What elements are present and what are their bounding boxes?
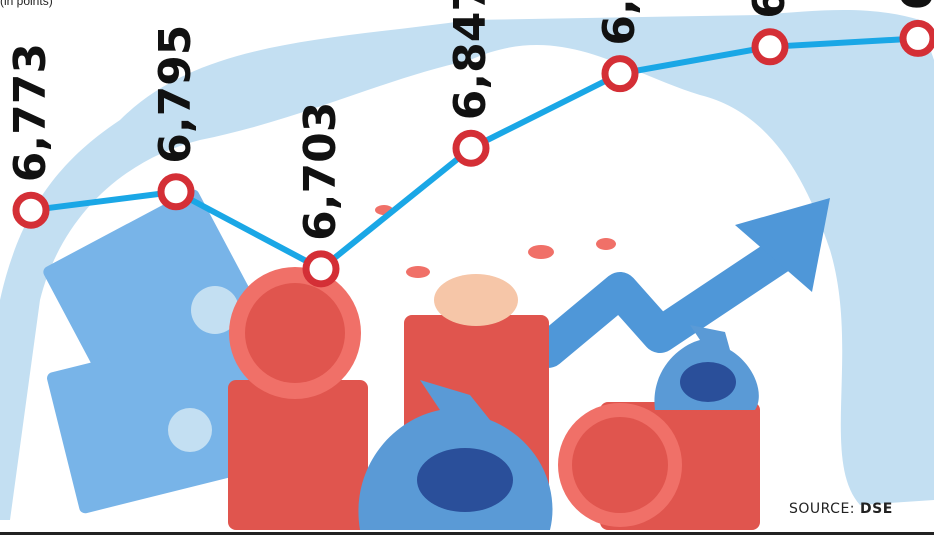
source-name: DSE: [859, 501, 893, 517]
data-point-marker: [157, 173, 195, 211]
source-credit: SOURCE: DSE: [789, 501, 893, 517]
source-label: SOURCE:: [789, 501, 856, 517]
bottom-rule: [0, 532, 934, 535]
data-point-marker: [302, 250, 340, 288]
money-bag-icon: [654, 325, 759, 410]
data-point-marker: [452, 129, 490, 167]
data-label: 6,97: [892, 0, 934, 10]
data-label: 6,96: [744, 0, 795, 19]
data-point-marker: [899, 19, 934, 57]
data-point-marker: [12, 191, 50, 229]
coin-stack-icon: [228, 267, 368, 530]
arrow-head-icon: [735, 198, 830, 292]
coin-icon: [406, 266, 430, 278]
coin-stack-icon: [558, 402, 760, 530]
plot-area: 6,773 6,795 6,703 6,847 6,936 6,96 6,97: [5, 0, 934, 288]
data-label: 6,795: [150, 25, 201, 164]
data-label: 6,847: [445, 0, 496, 120]
data-label: 6,773: [5, 43, 56, 182]
data-point-marker: [601, 55, 639, 93]
arrow-icon: [530, 237, 798, 368]
money-bag-icon: [358, 380, 553, 530]
coin-icon: [596, 238, 616, 250]
illustration: [43, 189, 830, 530]
coin-icon: [528, 245, 554, 259]
data-label: 6,703: [295, 102, 346, 241]
data-point-marker: [751, 28, 789, 66]
unit-note: (in points): [0, 0, 53, 8]
background-blob: [0, 10, 934, 520]
data-label: 6,936: [594, 0, 645, 46]
